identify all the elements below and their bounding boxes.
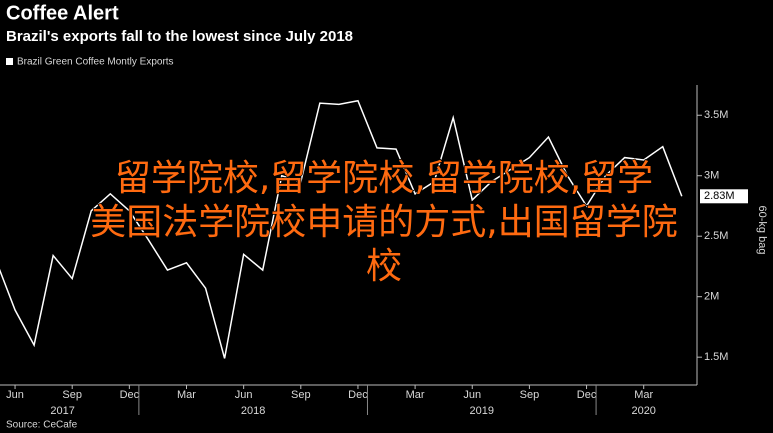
x-tick-label: Jun: [6, 389, 24, 401]
overlay-text: 美国法学院校申请的方式,出国留学院: [90, 202, 677, 243]
y-axis-label: 60-kg bag: [756, 206, 768, 255]
x-group-label: 2020: [631, 405, 655, 417]
x-tick-label: Dec: [577, 389, 597, 401]
x-tick-label: Dec: [348, 389, 368, 401]
y-tick-label: 2.5M: [704, 230, 728, 242]
y-tick-label: 2M: [704, 291, 719, 303]
x-tick-label: Dec: [120, 389, 140, 401]
legend-label: Brazil Green Coffee Montly Exports: [17, 57, 174, 68]
value-label-box: [700, 189, 748, 204]
source: Source: CeCafe: [6, 420, 78, 431]
legend-swatch: [6, 58, 13, 65]
x-group-label: 2018: [241, 405, 265, 417]
chart-title: Coffee Alert: [6, 2, 119, 24]
overlay-text: 校: [366, 246, 402, 287]
x-tick-label: Mar: [634, 389, 653, 401]
x-tick-label: Mar: [406, 389, 425, 401]
y-tick-label: 3M: [704, 170, 719, 182]
x-tick-label: Sep: [291, 389, 311, 401]
x-tick-label: Sep: [62, 389, 82, 401]
x-group-label: 2017: [50, 405, 74, 417]
x-tick-label: Jun: [235, 389, 253, 401]
data-line: [0, 99, 683, 359]
x-tick-label: Sep: [520, 389, 540, 401]
value-label: 2.83M: [704, 190, 735, 202]
chart-subtitle: Brazil's exports fall to the lowest sinc…: [6, 28, 353, 45]
x-tick-label: Jun: [463, 389, 481, 401]
x-tick-label: Mar: [177, 389, 196, 401]
x-group-label: 2019: [470, 405, 494, 417]
y-tick-label: 3.5M: [704, 109, 728, 121]
y-tick-label: 1.5M: [704, 351, 728, 363]
overlay-text: 留学院校,留学院校,留学院校,留学: [115, 158, 653, 199]
